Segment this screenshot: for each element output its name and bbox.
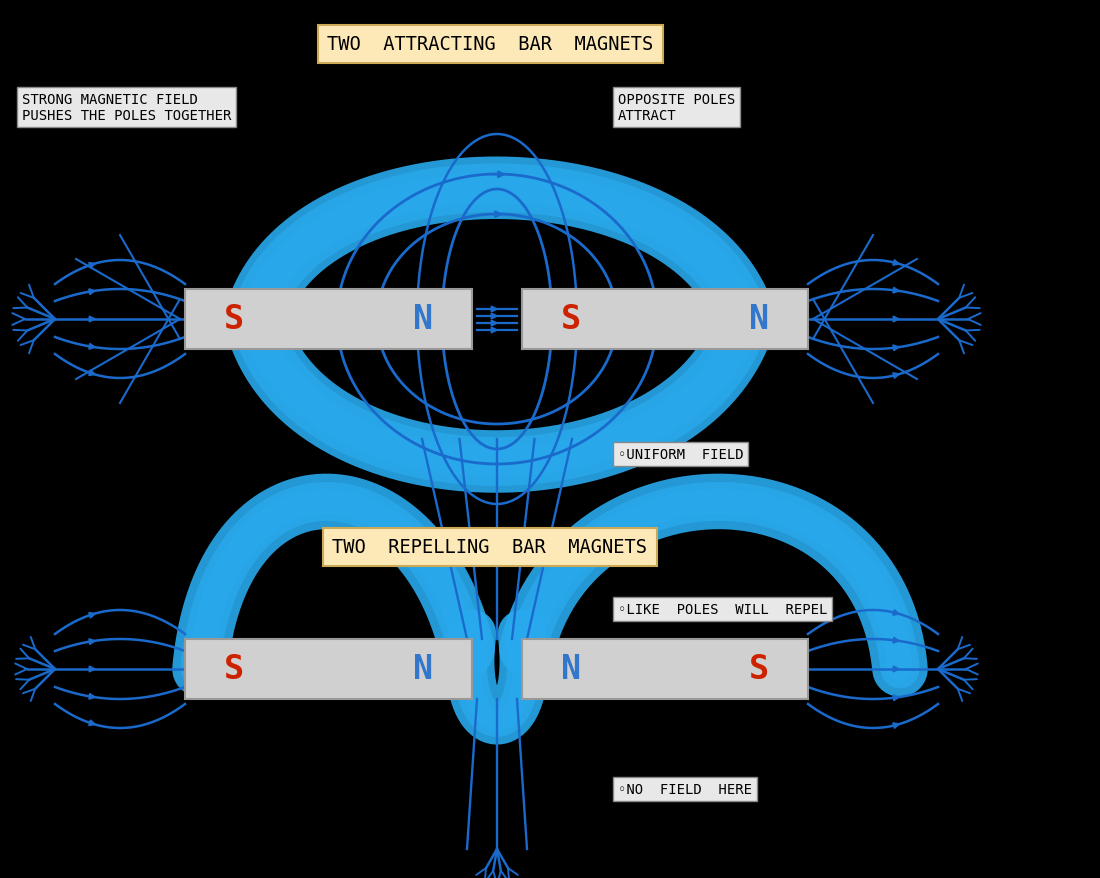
Text: N: N [414,652,433,686]
FancyBboxPatch shape [522,639,808,699]
Text: S: S [749,652,769,686]
Text: ◦NO  FIELD  HERE: ◦NO FIELD HERE [618,782,752,796]
Text: ◦UNIFORM  FIELD: ◦UNIFORM FIELD [618,448,744,462]
Text: TWO  REPELLING  BAR  MAGNETS: TWO REPELLING BAR MAGNETS [332,538,648,557]
Text: OPPOSITE POLES
ATTRACT: OPPOSITE POLES ATTRACT [618,93,735,123]
Text: ◦LIKE  POLES  WILL  REPEL: ◦LIKE POLES WILL REPEL [618,602,827,616]
Text: N: N [561,652,581,686]
Text: S: S [561,303,581,336]
Text: S: S [223,303,244,336]
FancyBboxPatch shape [522,290,808,349]
FancyBboxPatch shape [185,639,472,699]
Text: TWO  ATTRACTING  BAR  MAGNETS: TWO ATTRACTING BAR MAGNETS [327,35,653,54]
FancyBboxPatch shape [185,290,472,349]
Text: S: S [223,652,244,686]
Text: STRONG MAGNETIC FIELD
PUSHES THE POLES TOGETHER: STRONG MAGNETIC FIELD PUSHES THE POLES T… [22,93,231,123]
Text: N: N [749,303,769,336]
Text: N: N [414,303,433,336]
